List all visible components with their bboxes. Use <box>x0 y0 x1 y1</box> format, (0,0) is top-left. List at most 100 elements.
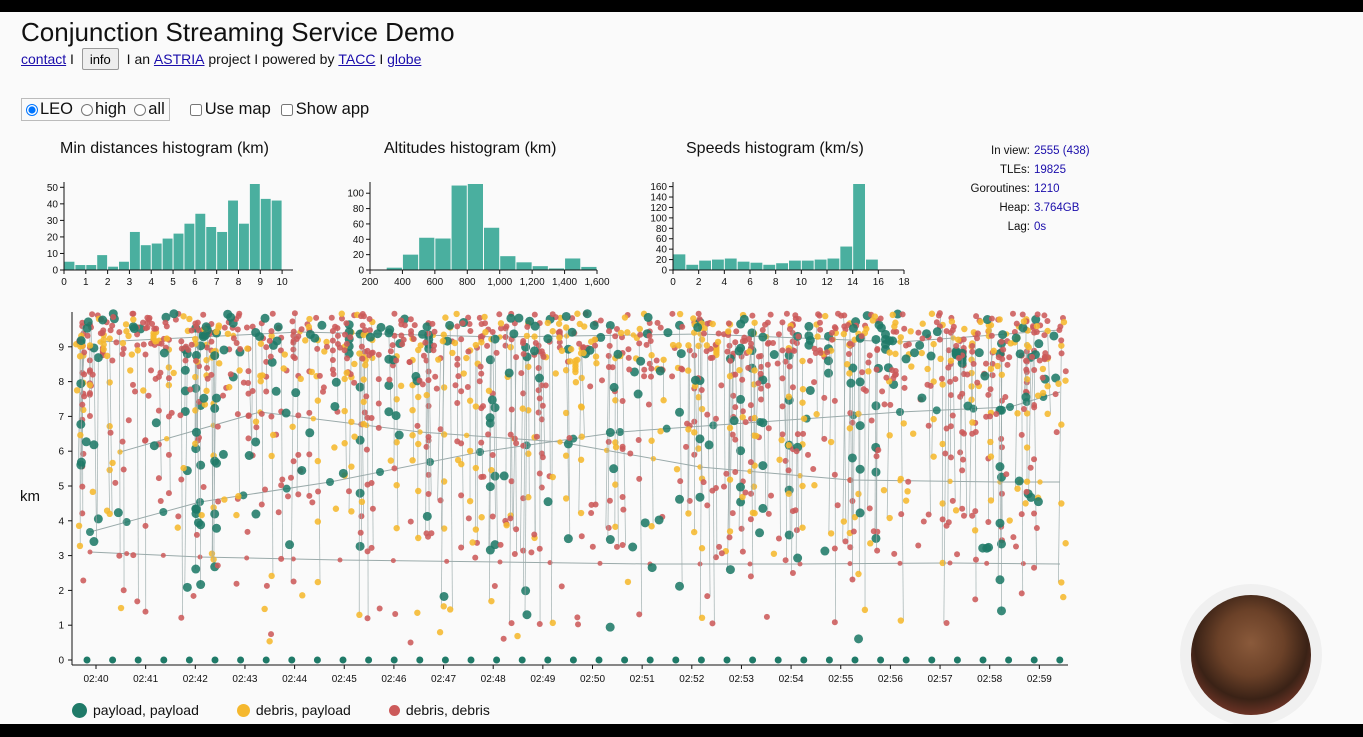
conjunction-point <box>657 324 664 331</box>
conjunction-point <box>355 382 365 392</box>
conjunction-point <box>330 371 337 378</box>
radio-leo-input[interactable] <box>26 103 38 116</box>
conjunction-point <box>520 390 527 397</box>
radio-all[interactable]: all <box>134 100 165 119</box>
conjunction-point <box>525 363 532 370</box>
conjunction-point <box>945 347 952 354</box>
conjunction-point <box>458 336 465 343</box>
conjunction-point <box>690 429 698 436</box>
baseline-point <box>493 656 501 664</box>
conjunction-point <box>497 559 503 565</box>
conjunction-point <box>472 554 479 561</box>
conjunction-point <box>1023 376 1031 383</box>
conjunction-point <box>525 407 532 414</box>
conjunction-point <box>187 386 194 393</box>
conjunction-point <box>625 346 632 353</box>
conjunction-point <box>732 469 739 476</box>
conjunction-point <box>789 384 796 391</box>
conjunction-point <box>351 360 358 368</box>
info-button[interactable]: info <box>81 48 119 70</box>
conjunction-point <box>1052 391 1059 398</box>
conjunction-point <box>482 320 489 327</box>
conjunction-point <box>698 614 706 622</box>
baseline-point <box>518 656 526 664</box>
conjunction-point <box>439 591 449 601</box>
conjunction-point <box>619 493 626 500</box>
use-map-checkbox[interactable]: Use map <box>189 100 271 119</box>
conjunction-point <box>453 310 460 318</box>
conjunction-point <box>1039 365 1047 373</box>
conjunction-point <box>960 456 967 463</box>
conjunction-point <box>812 350 819 357</box>
conjunction-point <box>1002 393 1009 400</box>
conjunction-point <box>415 440 422 448</box>
conjunction-point <box>648 523 655 530</box>
conjunction-point <box>741 334 748 341</box>
y-tick-label: 2 <box>58 586 64 597</box>
conjunction-point <box>332 505 340 512</box>
conjunction-point <box>785 393 792 400</box>
radio-high[interactable]: high <box>81 100 126 119</box>
conjunction-point <box>305 323 313 331</box>
conjunction-point <box>165 375 172 382</box>
legend-swatch <box>236 703 250 717</box>
conjunction-point <box>996 606 1006 616</box>
conjunction-point <box>747 328 757 338</box>
histogram-bar <box>814 259 827 270</box>
conjunction-point <box>725 328 732 335</box>
conjunction-point <box>375 376 382 383</box>
conjunction-point <box>800 430 807 437</box>
conjunction-point <box>235 493 242 500</box>
conjunction-point <box>718 382 725 389</box>
tacc-link[interactable]: TACC <box>338 51 376 67</box>
conjunction-point <box>454 400 461 407</box>
conjunction-point <box>113 508 123 518</box>
conjunction-point <box>592 353 600 360</box>
conjunction-point <box>617 329 625 337</box>
conjunction-point <box>485 413 495 423</box>
conjunction-point <box>219 345 229 355</box>
conjunction-point <box>134 331 141 338</box>
conjunction-point <box>366 327 373 334</box>
radio-all-input[interactable] <box>134 103 147 116</box>
conjunction-point <box>539 454 546 461</box>
conjunction-point <box>824 349 831 356</box>
trajectory-line <box>867 355 871 509</box>
conjunction-point <box>627 450 634 457</box>
conjunction-point <box>129 324 139 334</box>
globe-link[interactable]: globe <box>387 51 422 67</box>
conjunction-point <box>1039 389 1047 397</box>
conjunction-point <box>605 427 615 437</box>
conjunction-point <box>520 340 527 347</box>
controls: LEO high all Use map Show app <box>21 98 379 121</box>
astria-link[interactable]: ASTRIA <box>153 51 205 67</box>
conjunction-point <box>1010 534 1017 541</box>
conjunction-point <box>633 389 643 399</box>
use-map-input[interactable] <box>189 103 202 116</box>
conjunction-point <box>972 428 979 435</box>
x-tick-label: 7 <box>214 277 220 288</box>
radio-leo[interactable]: LEO <box>26 100 73 119</box>
conjunction-point <box>314 578 322 586</box>
conjunction-point <box>476 314 483 321</box>
conjunction-point <box>577 403 585 410</box>
conjunction-point <box>937 355 944 363</box>
histogram-bar <box>467 184 483 270</box>
conjunction-point <box>846 340 853 347</box>
contact-link[interactable]: contact <box>21 51 67 67</box>
conjunction-point <box>80 450 87 457</box>
conjunction-point <box>520 495 527 502</box>
conjunction-point <box>556 339 563 346</box>
conjunction-point <box>987 365 995 373</box>
conjunction-point <box>490 540 500 550</box>
conjunction-point <box>93 353 103 363</box>
show-app-input[interactable] <box>280 103 293 116</box>
conjunction-point <box>465 515 472 522</box>
conjunction-point <box>980 371 990 381</box>
conjunction-point <box>724 348 731 355</box>
conjunction-point <box>215 322 223 329</box>
show-app-checkbox[interactable]: Show app <box>280 100 369 119</box>
x-tick-label: 0 <box>61 277 67 288</box>
radio-high-input[interactable] <box>81 103 94 116</box>
trajectory-line <box>378 354 381 428</box>
